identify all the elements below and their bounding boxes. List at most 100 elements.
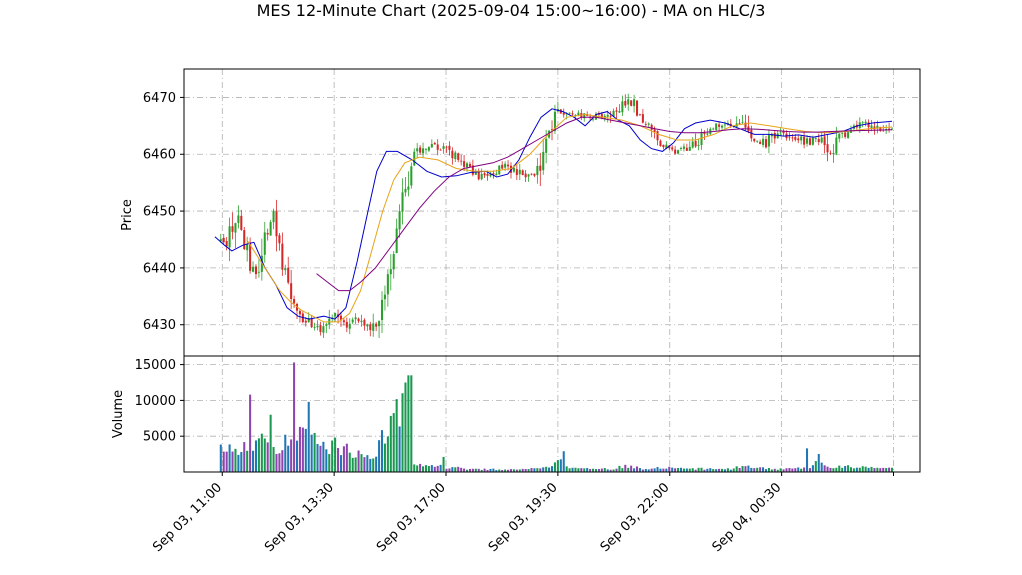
- volume-bar: [307, 401, 310, 472]
- candle-down: [844, 132, 847, 137]
- volume-bar: [665, 468, 668, 472]
- volume-bar: [726, 468, 729, 472]
- candle-down: [794, 137, 797, 140]
- candle-down: [641, 114, 644, 123]
- candle-down: [533, 173, 536, 176]
- candle-up: [891, 128, 894, 130]
- candle-up: [876, 125, 879, 129]
- volume-bar: [800, 468, 803, 472]
- volume-bar: [577, 468, 580, 472]
- volume-bar: [776, 469, 779, 472]
- volume-bar: [861, 466, 864, 472]
- volume-bar: [876, 467, 879, 472]
- candle-down: [281, 243, 284, 270]
- candle-up: [712, 128, 715, 130]
- volume-bar: [468, 468, 471, 472]
- volume-bar: [536, 468, 539, 472]
- volume-bar: [873, 468, 876, 472]
- volume-bar: [234, 448, 237, 472]
- volume-bar: [803, 467, 806, 472]
- volume-bar: [492, 468, 495, 472]
- volume-bar: [366, 455, 369, 472]
- volume-bar: [700, 467, 703, 472]
- volume-bar: [404, 382, 407, 472]
- candle-down: [674, 149, 677, 154]
- volume-bar: [694, 469, 697, 472]
- candle-down: [287, 267, 290, 283]
- volume-bar: [416, 465, 419, 472]
- volume-bar: [401, 393, 404, 472]
- candle-down: [788, 136, 791, 138]
- volume-bar: [249, 394, 252, 472]
- volume-bar: [729, 469, 732, 472]
- volume-bar: [559, 459, 562, 472]
- volume-bar: [855, 467, 858, 472]
- volume-bar: [691, 468, 694, 472]
- candle-down: [624, 100, 627, 106]
- candle-down: [445, 146, 448, 148]
- candle-down: [671, 147, 674, 150]
- volume-bar: [606, 469, 609, 472]
- volume-bar: [328, 454, 331, 472]
- volume-bar: [600, 468, 603, 472]
- volume-bar: [301, 427, 304, 472]
- candle-up: [465, 163, 469, 168]
- volume-bar: [413, 464, 416, 472]
- candle-down: [457, 153, 460, 160]
- candle-up: [360, 320, 363, 323]
- volume-bar: [688, 468, 691, 472]
- candle-up: [627, 99, 630, 105]
- candle-down: [298, 311, 301, 315]
- volume-tick-label: 15000: [135, 358, 176, 373]
- volume-bar: [331, 440, 334, 472]
- candle-up: [372, 323, 375, 331]
- candle-down: [782, 131, 785, 134]
- price-panel: 6430 6440 6450 6460 6470 Price: [120, 68, 921, 357]
- volume-bar: [357, 450, 360, 472]
- volume-bar: [246, 450, 249, 472]
- candle-up: [553, 111, 556, 131]
- volume-bar: [562, 451, 565, 472]
- volume-bar: [275, 453, 278, 472]
- volume-bar: [888, 467, 891, 472]
- candle-up: [366, 324, 369, 327]
- volume-bar: [624, 464, 627, 472]
- volume-bar: [254, 440, 257, 472]
- volume-bar: [298, 426, 301, 472]
- volume-bar: [363, 457, 366, 472]
- volume-bar: [630, 465, 633, 472]
- volume-bar: [257, 438, 260, 472]
- candle-down: [703, 132, 706, 135]
- volume-bar: [351, 457, 354, 472]
- volume-bar: [715, 469, 718, 472]
- volume-bar: [433, 466, 436, 472]
- candle-down: [797, 138, 800, 141]
- candle-up: [691, 141, 694, 148]
- volume-bar: [553, 462, 556, 472]
- volume-bar: [759, 467, 762, 472]
- candle-down: [773, 132, 776, 139]
- volume-bar: [820, 462, 823, 472]
- candle-up: [284, 268, 287, 271]
- volume-bar: [589, 469, 592, 472]
- candle-up: [383, 294, 386, 300]
- candle-down: [662, 144, 665, 148]
- candle-down: [685, 147, 688, 151]
- volume-bar: [533, 468, 536, 472]
- volume-bar: [756, 467, 759, 472]
- volume-bar: [278, 453, 281, 472]
- candle-up: [527, 174, 530, 177]
- candle-down: [486, 173, 489, 176]
- candle-up: [395, 228, 398, 254]
- candle-up: [392, 254, 395, 270]
- volume-bar: [603, 468, 606, 472]
- volume-bar: [674, 468, 677, 472]
- volume-bar: [304, 428, 307, 472]
- volume-bar: [609, 469, 612, 472]
- volume-bar: [424, 465, 428, 472]
- volume-bar: [697, 467, 700, 472]
- volume-bar: [237, 454, 240, 472]
- volume-bar: [451, 467, 454, 472]
- volume-bar: [445, 468, 448, 472]
- volume-bar: [879, 468, 882, 472]
